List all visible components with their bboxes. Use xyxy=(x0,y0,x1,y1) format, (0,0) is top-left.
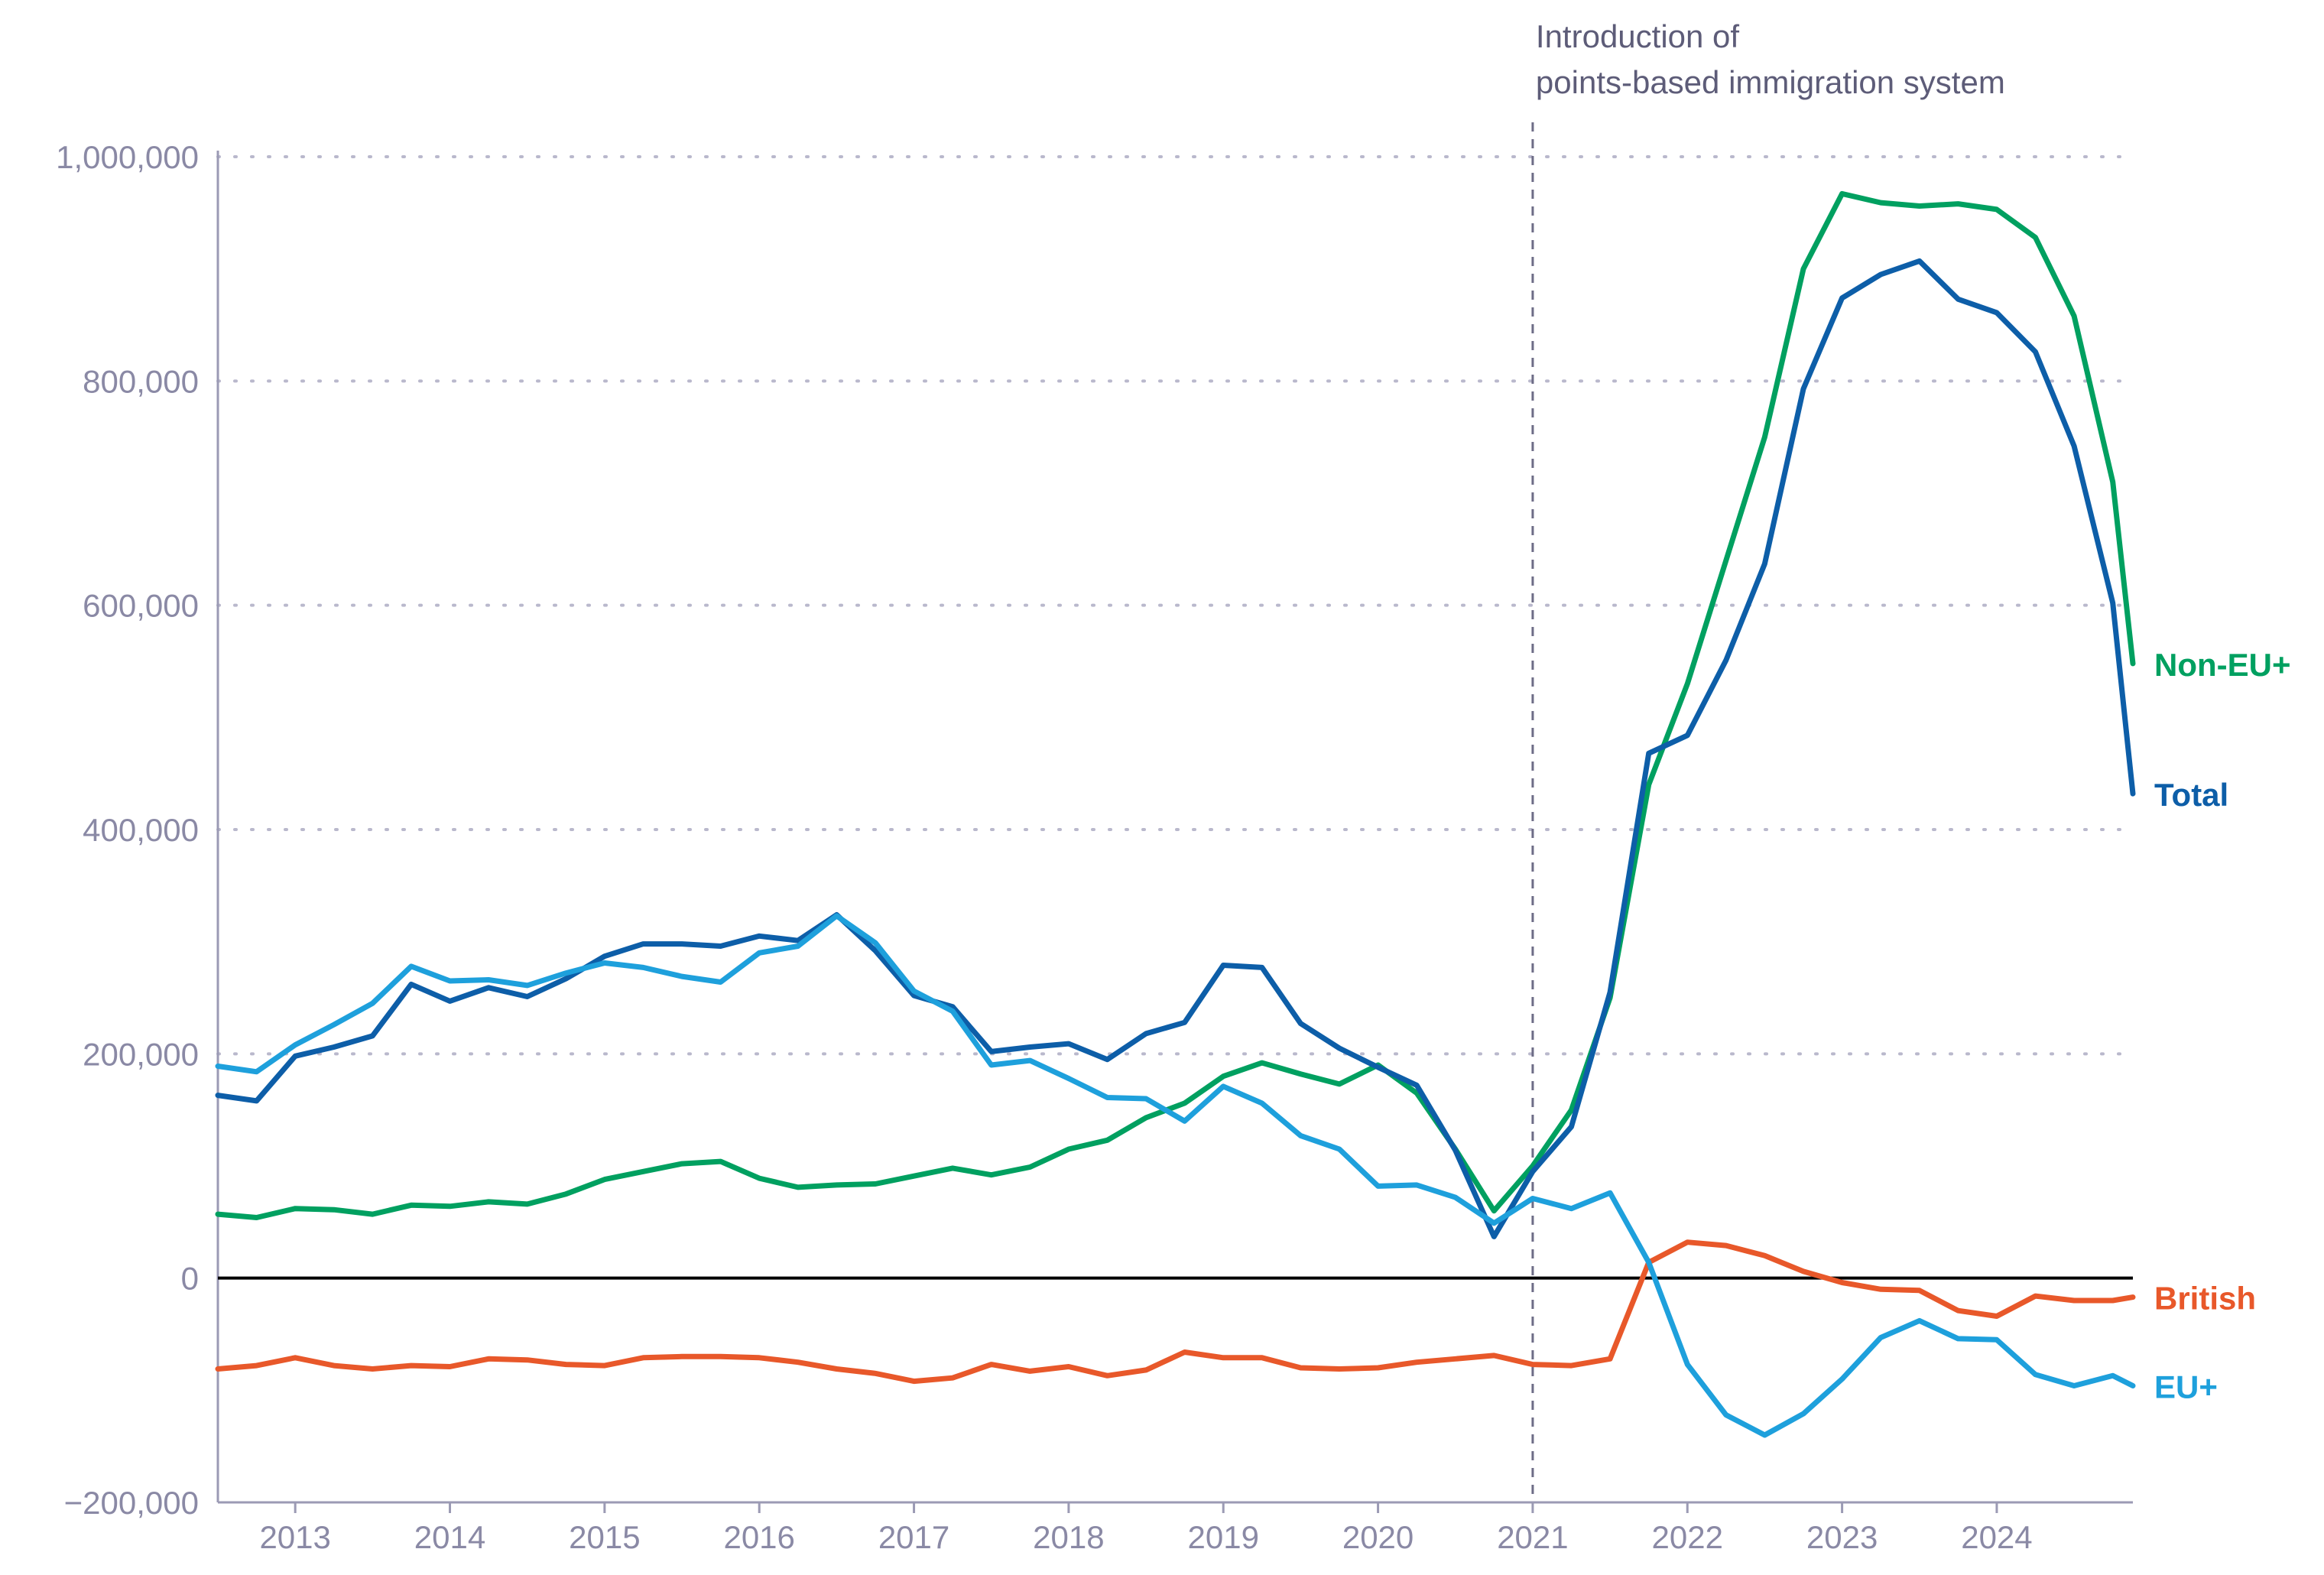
x-tick-labels: 2013 2014 2015 2016 2017 2018 2019 2020 2021 2022… xyxy=(259,1502,2033,1555)
series-label-non-eu: Non-EU+ xyxy=(2154,647,2291,683)
x-tick-label: 2021 xyxy=(1497,1519,1568,1555)
x-tick-label: 2024 xyxy=(1961,1519,2032,1555)
policy-event-marker: Introduction of points-based immigration… xyxy=(1531,18,2005,1502)
series-end-labels: Non-EU+ Total British EU+ xyxy=(2154,647,2291,1405)
series-label-british: British xyxy=(2154,1281,2256,1317)
horizontal-gridlines xyxy=(216,155,2134,1056)
series-line-british xyxy=(215,1239,2136,1385)
x-tick-label: 2016 xyxy=(723,1519,794,1555)
x-tick-label: 2022 xyxy=(1652,1519,1723,1555)
x-tick-label: 2023 xyxy=(1806,1519,1878,1555)
x-tick-label: 2018 xyxy=(1033,1519,1104,1555)
axes xyxy=(216,151,2133,1504)
series-label-eu: EU+ xyxy=(2154,1369,2218,1405)
event-annotation-line-1: Introduction of xyxy=(1536,18,1740,54)
event-annotation-line-2: points-based immigration system xyxy=(1536,64,2005,100)
y-tick-label: 1,000,000 xyxy=(56,139,199,175)
y-tick-labels: −200,000 0 200,000 400,000 600,000 800,000 1,0… xyxy=(56,139,199,1521)
x-tick-label: 2015 xyxy=(569,1519,640,1555)
y-tick-label: 0 xyxy=(181,1261,199,1297)
x-tick-label: 2020 xyxy=(1342,1519,1414,1555)
x-tick-label: 2014 xyxy=(414,1519,485,1555)
y-tick-label: 600,000 xyxy=(83,588,199,624)
series-line-non-eu xyxy=(215,190,2136,1220)
series-line-eu xyxy=(215,913,2136,1438)
series-line-total xyxy=(215,258,2136,1239)
x-tick-label: 2019 xyxy=(1188,1519,1259,1555)
y-tick-label: 200,000 xyxy=(83,1036,199,1072)
y-tick-label: 400,000 xyxy=(83,812,199,848)
series-lines xyxy=(215,190,2136,1438)
series-label-total: Total xyxy=(2154,777,2228,813)
x-tick-label: 2017 xyxy=(878,1519,949,1555)
y-tick-label: 800,000 xyxy=(83,363,199,399)
y-tick-label: −200,000 xyxy=(64,1485,199,1521)
x-tick-label: 2013 xyxy=(259,1519,330,1555)
